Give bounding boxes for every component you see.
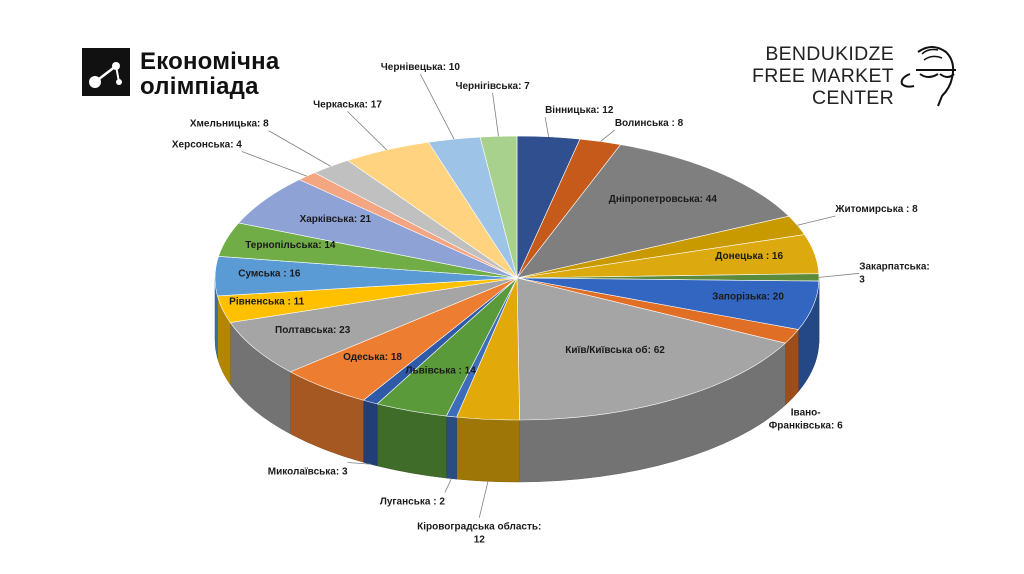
slice-label-line2-івано-франківська: Франківська: 6 [769, 421, 843, 432]
slice-label-закарпатська: Закарпатська: [859, 261, 929, 272]
leader-lines [241, 73, 860, 518]
bendukidze-line1: BENDUKIDZE [765, 43, 894, 65]
leader-line-волинська [600, 129, 616, 142]
leader-line-чернівецька [419, 73, 455, 140]
slice-label-рівненська: Рівненська : 11 [229, 297, 304, 308]
slice-label-дніпропетровська: Дніпропетровська: 44 [609, 194, 718, 205]
pie-slice-полтавська [229, 277, 518, 373]
olympiad-title-line2: олімпіада [140, 73, 259, 100]
olympiad-title-line1: Економічна [140, 48, 280, 75]
leader-line-луганська [444, 478, 452, 493]
pie-slice-дніпропетровська [516, 144, 790, 279]
slice-label-тернопільська: Тернопільська: 14 [245, 240, 336, 251]
face-profile-icon [900, 46, 956, 107]
leader-line-чернігівська [492, 92, 499, 137]
leader-line-вінницька [544, 116, 550, 137]
pie-slice-київ-київська-об [516, 277, 786, 421]
slice-label-черкаська: Черкаська: 17 [313, 99, 382, 110]
slice-label-житомирська: Житомирська : 8 [834, 204, 918, 215]
olympiad-logo-icon [82, 48, 130, 96]
slice-label-миколаївська: Миколаївська: 3 [268, 467, 348, 478]
slice-label-сумська: Сумська : 16 [238, 268, 301, 279]
slice-label-хмельницька: Хмельницька: 8 [190, 119, 269, 130]
slice-label-line2-закарпатська: 3 [859, 274, 865, 285]
economic-olympiad-logo: Економічна олімпіада [82, 48, 312, 100]
leader-line-житомирська [797, 215, 836, 226]
pie-side-миколаївська [363, 399, 378, 467]
leader-line-миколаївська [347, 462, 371, 465]
slice-label-херсонська: Херсонська: 4 [172, 140, 242, 151]
leader-line-кіровоградська-область [478, 481, 489, 518]
bendukidze-line3: CENTER [812, 87, 894, 109]
leader-line-хмельницька [268, 130, 331, 167]
slice-label-запорізька: Запорізька: 20 [712, 292, 784, 303]
slice-label-івано-франківська: Івано- [791, 408, 821, 419]
slice-label-чернігівська: Чернігівська: 7 [455, 81, 530, 92]
leader-line-черкаська [347, 111, 387, 151]
slice-label-харківська: Харківська: 21 [300, 214, 372, 225]
slice-label-львівська: Львівська : 14 [406, 366, 477, 377]
pie-slices [214, 135, 820, 421]
slice-label-полтавська: Полтавська: 23 [275, 325, 351, 336]
slice-label-київ-київська-об: Київ/Київська об: 62 [565, 344, 665, 356]
pie-side-луганська [446, 415, 457, 480]
slice-label-волинська: Волинська : 8 [615, 118, 684, 129]
bendukidze-line2: FREE MARKET [752, 65, 894, 87]
leader-line-херсонська [241, 151, 307, 177]
slice-label-луганська: Луганська : 2 [380, 496, 446, 507]
pie-side-walls [214, 277, 820, 483]
slice-label-кіровоградська-область: Кіровоградська область: [417, 521, 541, 533]
bendukidze-center-logo: BENDUKIDZE FREE MARKET CENTER [752, 43, 960, 114]
slice-label-одеська: Одеська: 18 [343, 352, 402, 363]
slice-label-чернівецька: Чернівецька: 10 [381, 62, 461, 73]
slice-label-вінницька: Вінницька: 12 [545, 105, 614, 116]
slice-label-донецька: Донецька : 16 [715, 251, 783, 262]
slice-label-line2-кіровоградська-область: 12 [474, 535, 486, 546]
leader-line-закарпатська [818, 272, 860, 278]
pie-side-кіровоградська-область [456, 416, 520, 483]
